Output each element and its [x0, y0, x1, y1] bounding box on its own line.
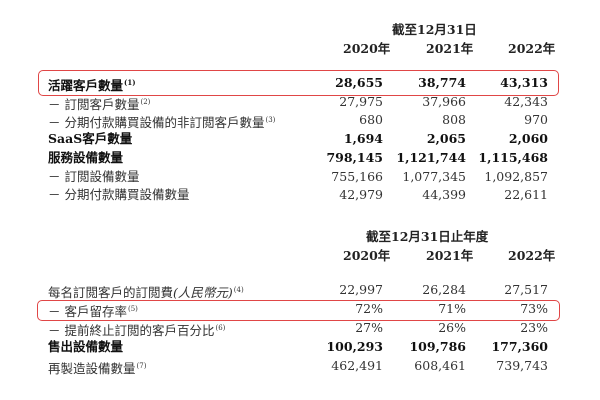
table-row: － 分期付款購買設備數量 42,979 44,399 22,611: [0, 186, 600, 204]
footnote-marker: (1): [124, 78, 136, 87]
row-label-text: SaaS客戶數量: [48, 131, 133, 147]
section1-year-2021: 2021年: [426, 41, 474, 56]
table-row: 再製造設備數量(7) 462,491 608,461 739,743: [0, 357, 600, 378]
table-row: － 客戶留存率(5) 72% 71% 73%: [0, 300, 600, 321]
value-cell-2021: 71%: [438, 300, 466, 316]
value-cell-2022: 1,092,857: [484, 168, 548, 184]
value-cell-2022: 1,115,468: [478, 149, 548, 165]
row-label-text: － 分期付款購買設備的非訂閲客戶數量: [48, 115, 265, 131]
value-cell-2021: 808: [442, 112, 466, 128]
value-cell-2021: 26,284: [422, 282, 466, 297]
row-label: 服務設備數量: [48, 149, 123, 167]
footnote-marker: (3): [265, 116, 276, 125]
footnote-marker: (4): [233, 286, 244, 294]
value-cell-2022: 23%: [520, 319, 548, 335]
row-label-text: 再製造設備數量: [48, 360, 136, 376]
section2-year-2021: 2021年: [426, 248, 474, 263]
table-row: SaaS客戶數量 1,694 2,065 2,060: [0, 130, 600, 148]
value-cell-2022: 73%: [520, 300, 548, 316]
table-row: － 提前終止訂閲的客戶百分比(6) 27% 26% 23%: [0, 319, 600, 340]
value-cell-2021: 1,077,345: [402, 168, 466, 184]
value-cell-2021: 37,966: [422, 93, 466, 109]
section2-period-header: 截至12月31日止年度: [366, 229, 489, 244]
row-label: － 客戶留存率(5): [48, 300, 138, 321]
row-label: 再製造設備數量(7): [48, 357, 146, 378]
value-cell-2021: 38,774: [418, 75, 466, 90]
highlight-box-active-customers: [38, 70, 559, 96]
footnote-marker: (2): [140, 97, 151, 106]
section1-period-header: 截至12月31日: [392, 22, 477, 37]
value-cell-2020: 798,145: [326, 149, 383, 165]
row-label: － 分期付款購買設備數量: [48, 186, 189, 204]
value-cell-2021: 44,399: [422, 187, 466, 203]
value-cell-2021: 1,121,744: [396, 149, 466, 165]
value-cell-2022: 970: [524, 112, 548, 128]
table-row: － 訂閲設備數量 755,166 1,077,345 1,092,857: [0, 168, 600, 186]
table-row: － 訂閲客戶數量(2) 27,975 37,966 42,343: [0, 93, 600, 114]
value-cell-2021: 2,065: [426, 131, 466, 147]
highlight-box-retention-rate: [37, 300, 560, 321]
row-label-unit: (人民幣元): [173, 285, 233, 300]
table-row: 售出設備數量 100,293 109,786 177,360: [0, 338, 600, 356]
value-cell-2020: 27,975: [339, 93, 383, 109]
value-cell-2020: 28,655: [335, 75, 383, 90]
value-cell-2022: 27,517: [504, 282, 548, 297]
footnote-marker: (6): [215, 323, 226, 332]
footnote-marker: (7): [136, 361, 147, 370]
value-cell-2021: 109,786: [409, 338, 466, 354]
footnote-marker: (5): [127, 304, 138, 313]
value-cell-2022: 43,313: [500, 75, 548, 90]
row-label-text: － 提前終止訂閲的客戶百分比: [48, 322, 215, 338]
row-label-text: 活躍客戶數量: [48, 78, 124, 93]
row-label-text: － 分期付款購買設備數量: [48, 187, 190, 203]
row-label: － 訂閲客戶數量(2): [48, 93, 150, 114]
row-label: SaaS客戶數量: [48, 130, 132, 148]
row-label: 活躍客戶數量(1): [48, 74, 136, 95]
value-cell-2020: 100,293: [326, 338, 383, 354]
value-cell-2020: 680: [359, 112, 383, 128]
value-cell-2020: 755,166: [331, 168, 383, 184]
value-cell-2022: 739,743: [496, 357, 548, 373]
row-label-text: 售出設備數量: [48, 338, 124, 354]
row-label-text: 每名訂閲客戶的訂閲費: [48, 285, 174, 300]
section1-year-2020: 2020年: [343, 41, 391, 56]
table-row: － 分期付款購買設備的非訂閲客戶數量(3) 680 808 970: [0, 111, 600, 132]
table-row: 活躍客戶數量(1) 28,655 38,774 43,313: [0, 74, 600, 95]
value-cell-2020: 42,979: [339, 187, 383, 203]
row-label: － 提前終止訂閲的客戶百分比(6): [48, 319, 225, 340]
section2-year-2020: 2020年: [343, 248, 391, 263]
value-cell-2020: 72%: [355, 300, 383, 316]
section2-year-2022: 2022年: [508, 248, 556, 263]
row-label-text: － 訂閲客戶數量: [48, 96, 140, 112]
value-cell-2022: 2,060: [508, 131, 548, 147]
value-cell-2021: 26%: [438, 319, 466, 335]
table-row: 服務設備數量 798,145 1,121,744 1,115,468: [0, 149, 600, 167]
value-cell-2022: 177,360: [491, 338, 548, 354]
row-label-text: － 客戶留存率: [48, 303, 127, 319]
value-cell-2020: 462,491: [331, 357, 383, 373]
row-label-text: － 訂閲設備數量: [48, 168, 140, 184]
value-cell-2020: 1,694: [343, 131, 383, 147]
value-cell-2021: 608,461: [414, 357, 466, 373]
value-cell-2020: 22,997: [339, 282, 383, 297]
row-label: 售出設備數量: [48, 338, 123, 356]
value-cell-2022: 22,611: [504, 187, 548, 203]
row-label: － 分期付款購買設備的非訂閲客戶數量(3): [48, 111, 275, 132]
row-label-text: 服務設備數量: [48, 149, 124, 165]
row-label: 每名訂閲客戶的訂閲費(人民幣元)(4): [48, 281, 244, 302]
value-cell-2022: 42,343: [504, 93, 548, 109]
row-label: － 訂閲設備數量: [48, 168, 139, 186]
value-cell-2020: 27%: [355, 319, 383, 335]
table-row: 每名訂閲客戶的訂閲費(人民幣元)(4) 22,997 26,284 27,517: [0, 281, 600, 302]
section1-year-2022: 2022年: [508, 41, 556, 56]
